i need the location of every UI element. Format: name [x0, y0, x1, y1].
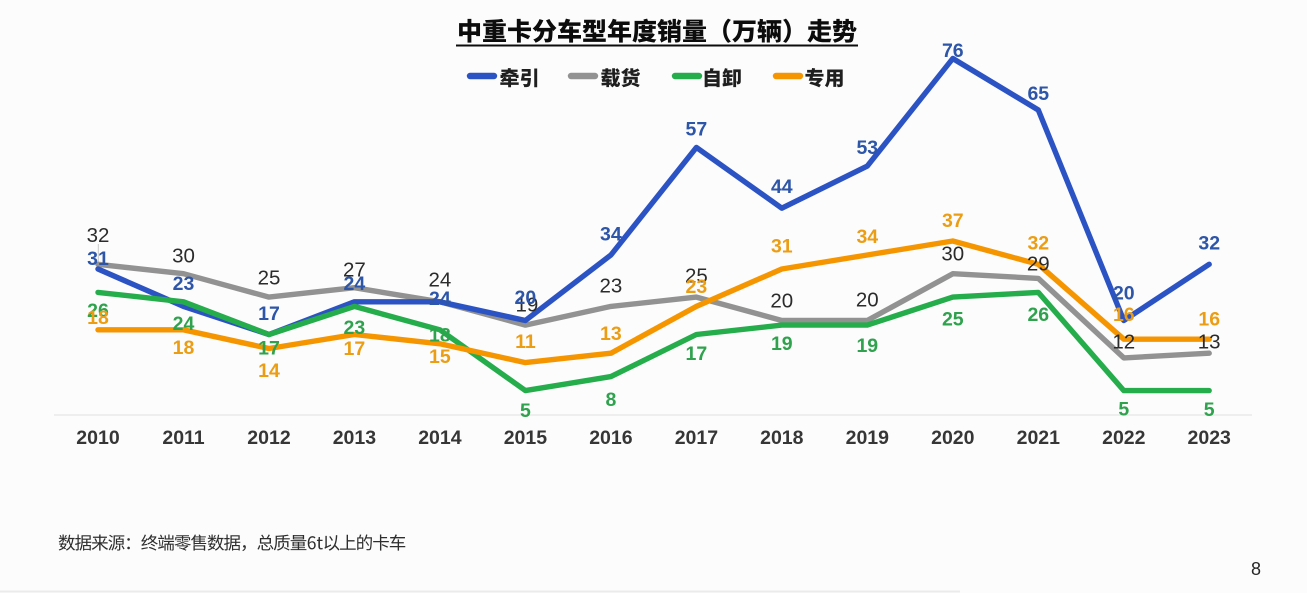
svg-text:18: 18	[87, 307, 109, 329]
svg-text:17: 17	[258, 303, 280, 325]
svg-text:2013: 2013	[333, 427, 377, 449]
svg-text:17: 17	[686, 343, 708, 365]
svg-text:2019: 2019	[846, 427, 890, 449]
svg-text:8: 8	[1251, 559, 1261, 579]
svg-text:11: 11	[515, 331, 536, 353]
svg-text:2022: 2022	[1102, 427, 1146, 449]
svg-text:27: 27	[343, 259, 366, 282]
svg-text:2021: 2021	[1017, 427, 1061, 449]
svg-text:57: 57	[686, 119, 708, 141]
svg-text:13: 13	[1198, 331, 1221, 354]
svg-text:16: 16	[1113, 304, 1135, 326]
svg-text:76: 76	[942, 40, 964, 62]
svg-text:53: 53	[856, 137, 878, 159]
svg-text:2016: 2016	[589, 427, 633, 449]
svg-text:25: 25	[942, 309, 964, 331]
svg-text:13: 13	[600, 323, 622, 345]
svg-text:23: 23	[599, 275, 622, 298]
svg-text:20: 20	[1113, 283, 1135, 305]
svg-text:5: 5	[1204, 399, 1215, 421]
svg-text:34: 34	[600, 224, 622, 246]
svg-text:32: 32	[1198, 233, 1220, 255]
svg-text:23: 23	[344, 317, 366, 339]
svg-text:37: 37	[942, 210, 964, 232]
svg-text:44: 44	[771, 176, 793, 198]
svg-text:29: 29	[1027, 253, 1050, 276]
svg-text:30: 30	[172, 245, 195, 268]
svg-text:24: 24	[344, 273, 366, 295]
svg-text:31: 31	[87, 248, 109, 270]
svg-text:17: 17	[344, 338, 366, 360]
svg-text:23: 23	[173, 273, 195, 295]
svg-text:24: 24	[429, 288, 451, 310]
svg-text:16: 16	[1198, 309, 1220, 331]
svg-text:20: 20	[856, 289, 879, 312]
svg-text:24: 24	[173, 313, 195, 335]
svg-text:34: 34	[856, 226, 878, 248]
svg-text:2014: 2014	[418, 427, 462, 449]
svg-text:2012: 2012	[247, 427, 291, 449]
svg-text:18: 18	[429, 325, 451, 347]
svg-text:2018: 2018	[760, 427, 804, 449]
svg-text:14: 14	[258, 360, 280, 382]
svg-text:2020: 2020	[931, 427, 975, 449]
svg-text:32: 32	[87, 224, 110, 247]
svg-text:19: 19	[856, 335, 878, 357]
svg-text:26: 26	[87, 300, 109, 322]
svg-text:5: 5	[1118, 399, 1129, 421]
svg-text:17: 17	[258, 338, 280, 360]
svg-text:18: 18	[173, 337, 195, 359]
svg-text:23: 23	[686, 276, 708, 298]
svg-text:12: 12	[1112, 331, 1135, 354]
svg-text:32: 32	[1027, 233, 1049, 255]
svg-text:20: 20	[515, 287, 537, 309]
svg-text:2015: 2015	[504, 427, 548, 449]
svg-text:2023: 2023	[1188, 427, 1232, 449]
svg-text:24: 24	[428, 269, 451, 292]
svg-text:30: 30	[941, 243, 964, 266]
svg-text:19: 19	[515, 294, 538, 317]
svg-text:65: 65	[1027, 83, 1049, 105]
svg-text:2010: 2010	[76, 427, 120, 449]
svg-text:25: 25	[685, 265, 708, 288]
svg-text:31: 31	[771, 236, 793, 258]
svg-text:25: 25	[258, 267, 281, 290]
svg-text:19: 19	[771, 333, 793, 355]
svg-text:2017: 2017	[675, 427, 718, 449]
svg-text:20: 20	[770, 290, 793, 313]
svg-text:26: 26	[1027, 304, 1049, 326]
svg-text:15: 15	[429, 346, 451, 368]
svg-text:2011: 2011	[162, 427, 204, 449]
svg-text:8: 8	[605, 389, 616, 411]
svg-text:5: 5	[520, 400, 531, 422]
